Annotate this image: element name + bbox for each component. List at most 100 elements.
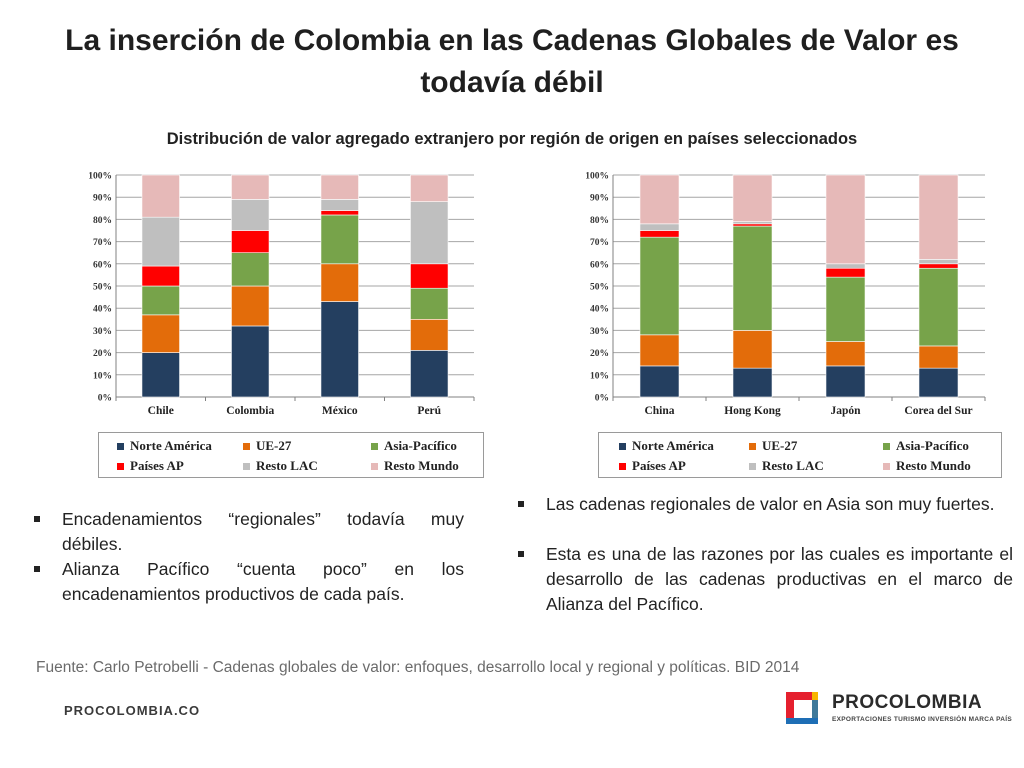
bar-segment-japon-ue-27: [825, 341, 866, 367]
bar-segment-china-norte-america: [639, 365, 680, 398]
y-tick-label: 50%: [590, 283, 609, 293]
bar-segment-peru-resto-mundo: [410, 174, 449, 202]
legend-item-paises-ap: Países AP: [117, 458, 184, 474]
bar-segment-peru-resto-lac: [410, 201, 449, 265]
bar-segment-mexico-norte-america: [320, 301, 359, 398]
bar-segment-china-ue-27: [639, 334, 680, 367]
x-tick-label: Corea del Sur: [904, 405, 972, 417]
y-tick-label: 60%: [93, 260, 112, 270]
bullets-left: Encadenamientos “regionales” todavía muy…: [32, 507, 464, 607]
bar-segment-chile-ue-27: [141, 314, 180, 353]
bar-segment-china-paises-ap: [639, 230, 680, 238]
source-note: Fuente: Carlo Petrobelli - Cadenas globa…: [36, 659, 800, 676]
x-tick-label: Colombia: [226, 405, 274, 417]
legend-swatch: [749, 442, 756, 450]
bar-segment-hong-kong-ue-27: [732, 330, 773, 369]
y-tick-label: 90%: [93, 194, 112, 204]
bar-segment-mexico-resto-mundo: [320, 174, 359, 200]
bar-segment-peru-paises-ap: [410, 263, 449, 289]
legend-swatch: [371, 462, 378, 470]
bar-segment-japon-asia-pacifico: [825, 276, 866, 342]
bar-segment-peru-norte-america: [410, 350, 449, 398]
bar-segment-corea-del-sur-resto-mundo: [918, 174, 959, 260]
legend-item-ue-27: UE-27: [749, 438, 797, 454]
legend-swatch: [243, 462, 250, 470]
legend-label: Países AP: [130, 458, 184, 473]
y-tick-label: 80%: [93, 216, 112, 226]
legend-label: UE-27: [762, 438, 798, 453]
legend-item-norte-america: Norte América: [619, 438, 714, 454]
y-tick-label: 90%: [590, 194, 609, 204]
legend-item-paises-ap: Países AP: [619, 458, 686, 474]
legend-item-resto-mundo: Resto Mundo: [371, 458, 459, 474]
y-tick-label: 0%: [595, 394, 609, 404]
footer-url[interactable]: PROCOLOMBIA.CO: [64, 703, 201, 718]
x-tick-label: Hong Kong: [724, 405, 781, 417]
bar-segment-japon-paises-ap: [825, 267, 866, 278]
y-tick-label: 40%: [590, 305, 609, 315]
legend-swatch: [619, 442, 626, 450]
bar-segment-mexico-paises-ap: [320, 210, 359, 216]
bar-segment-chile-paises-ap: [141, 265, 180, 287]
legend-item-resto-mundo: Resto Mundo: [883, 458, 971, 474]
x-tick-label: Chile: [148, 405, 174, 417]
legend-label: Resto Mundo: [384, 458, 459, 473]
bar-segment-chile-norte-america: [141, 352, 180, 398]
logo-name: PROCOLOMBIA: [832, 692, 983, 713]
bar-segment-chile-resto-mundo: [141, 174, 180, 218]
slide-title: La inserción de Colombia en las Cadenas …: [65, 24, 959, 99]
bullet-text: Las cadenas regionales de valor en Asia …: [546, 494, 995, 514]
bar-segment-hong-kong-asia-pacifico: [732, 225, 773, 331]
bar-segment-mexico-ue-27: [320, 263, 359, 302]
bar-segment-colombia-paises-ap: [231, 230, 270, 254]
y-tick-label: 70%: [93, 238, 112, 248]
legend-item-asia-pacifico: Asia-Pacífico: [371, 438, 457, 454]
legend-item-norte-america: Norte América: [117, 438, 212, 454]
procolombia-logo: PROCOLOMBIA EXPORTACIONES TURISMO INVERS…: [782, 688, 1012, 728]
legend-right: Norte América UE-27 Asia-Pacífico Países AP…: [598, 432, 1002, 478]
bullet-item: Encadenamientos “regionales” todavía muy…: [32, 507, 464, 557]
bar-segment-japon-norte-america: [825, 365, 866, 398]
bar-segment-corea-del-sur-resto-lac: [918, 259, 959, 265]
x-tick-label: Perú: [417, 405, 441, 417]
y-tick-label: 100%: [585, 172, 609, 182]
legend-item-ue-27: UE-27: [243, 438, 291, 454]
legend-label: Resto LAC: [762, 458, 824, 473]
bullet-item: Esta es una de las razones por las cuale…: [516, 542, 1013, 617]
legend-label: Países AP: [632, 458, 686, 473]
legend-item-resto-lac: Resto LAC: [749, 458, 824, 474]
y-tick-label: 20%: [93, 349, 112, 359]
legend-item-asia-pacifico: Asia-Pacífico: [883, 438, 969, 454]
chart-subtitle: Distribución de valor agregado extranjer…: [166, 130, 858, 148]
legend-item-resto-lac: Resto LAC: [243, 458, 318, 474]
legend-label: Norte América: [632, 438, 714, 453]
legend-swatch: [883, 462, 890, 470]
bullet-mark: [518, 551, 524, 557]
y-tick-label: 30%: [93, 327, 112, 337]
bar-segment-mexico-asia-pacifico: [320, 214, 359, 265]
bullet-text: Encadenamientos “regionales” todavía muy…: [62, 509, 464, 554]
bullet-mark: [518, 501, 524, 507]
bar-segment-hong-kong-resto-lac: [732, 221, 773, 225]
bar-segment-peru-ue-27: [410, 319, 449, 351]
bar-segment-corea-del-sur-ue-27: [918, 345, 959, 369]
bar-segment-japon-resto-mundo: [825, 174, 866, 265]
bar-segment-hong-kong-norte-america: [732, 367, 773, 398]
y-tick-label: 100%: [88, 172, 112, 182]
legend-label: Resto Mundo: [896, 458, 971, 473]
y-tick-label: 40%: [93, 305, 112, 315]
y-tick-label: 60%: [590, 260, 609, 270]
bullets-right: Las cadenas regionales de valor en Asia …: [516, 492, 1013, 617]
legend-label: UE-27: [256, 438, 292, 453]
bar-segment-hong-kong-resto-mundo: [732, 174, 773, 222]
legend-label: Norte América: [130, 438, 212, 453]
bullet-item: Alianza Pacífico “cuenta poco” en los en…: [32, 557, 464, 607]
bar-segment-peru-asia-pacifico: [410, 287, 449, 320]
legend-swatch: [117, 462, 124, 470]
bar-segment-mexico-resto-lac: [320, 199, 359, 211]
bar-segment-chile-asia-pacifico: [141, 285, 180, 316]
legend-swatch: [243, 442, 250, 450]
bar-segment-china-resto-lac: [639, 223, 680, 231]
y-tick-label: 20%: [590, 349, 609, 359]
legend-swatch: [371, 442, 378, 450]
